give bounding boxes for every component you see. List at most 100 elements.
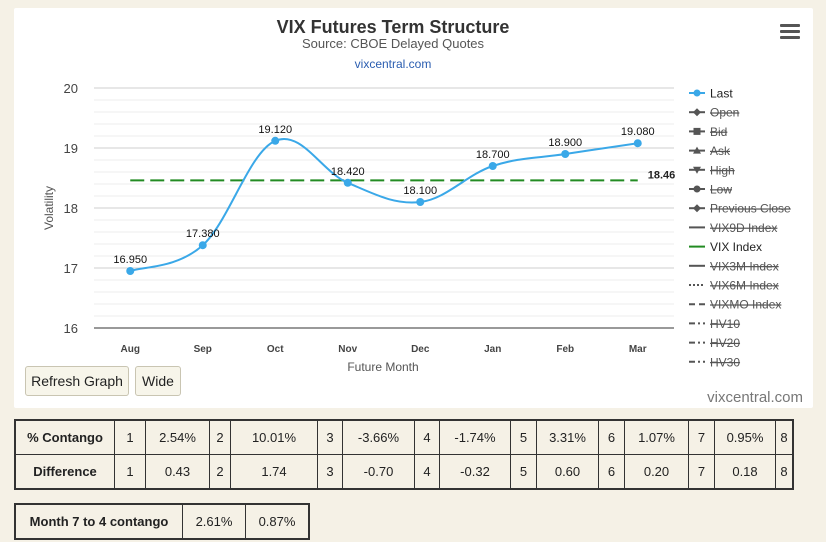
- x-axis-label: Future Month: [347, 360, 418, 374]
- legend-label: Low: [710, 183, 732, 197]
- y-tick-label: 16: [64, 321, 78, 336]
- last-series-point[interactable]: [198, 241, 207, 250]
- value-cell: 2.54%: [145, 419, 210, 455]
- legend-item[interactable]: HV10: [689, 317, 740, 331]
- value-cell: 0.60: [536, 454, 599, 490]
- legend-label: Open: [710, 106, 739, 120]
- month-index-cell: 3: [317, 419, 343, 455]
- x-tick-label: Nov: [338, 344, 357, 355]
- month-index-cell: 6: [598, 454, 625, 490]
- value-cell: 3.31%: [536, 419, 599, 455]
- last-series-line[interactable]: [129, 138, 638, 272]
- chart-title: VIX Futures Term Structure: [277, 17, 510, 37]
- last-series-point[interactable]: [126, 267, 135, 275]
- legend-item[interactable]: VIX3M Index: [689, 259, 779, 273]
- last-series-data-label: 17.380: [186, 228, 220, 240]
- difference-row: Difference 1 0.43 2 1.74 3 -0.70 4 -0.32 5 0.60 6 0.…: [14, 454, 794, 490]
- legend-label: Previous Close: [710, 202, 791, 216]
- y-tick-labels: 16 17 18 19 20: [64, 81, 78, 336]
- value-cell: -0.70: [342, 454, 415, 490]
- legend-item[interactable]: VIX6M Index: [689, 279, 779, 293]
- last-series-point[interactable]: [416, 198, 425, 206]
- plot-series: 18.46 16.950 17.380 19.120 18.420 18.100 18.70…: [113, 124, 675, 275]
- month-index-cell: 7: [688, 419, 715, 455]
- credit-text[interactable]: vixcentral.com: [707, 389, 803, 406]
- x-tick-label: Aug: [121, 344, 140, 355]
- legend-label: High: [710, 163, 735, 177]
- row-label: Difference: [14, 454, 115, 490]
- value-cell: 0.95%: [714, 419, 776, 455]
- x-tick-labels: Aug Sep Oct Nov Dec Jan Feb Mar: [121, 344, 647, 355]
- legend-marker: [693, 108, 701, 117]
- value-cell: 10.01%: [230, 419, 318, 455]
- legend-item[interactable]: VIXMO Index: [689, 298, 781, 312]
- legend-label: VIX6M Index: [710, 279, 779, 293]
- legend-marker: [693, 185, 701, 193]
- month-index-cell: 8: [775, 454, 794, 490]
- legend-item[interactable]: Last: [689, 87, 733, 101]
- contango-row: % Contango 1 2.54% 2 10.01% 3 -3.66% 4 -1.74% 5 3.…: [14, 419, 794, 455]
- y-tick-label: 18: [64, 201, 78, 216]
- legend-item[interactable]: Open: [689, 106, 739, 120]
- legend-item[interactable]: High: [689, 163, 735, 177]
- month-index-cell: 2: [209, 454, 231, 490]
- month-index-cell: 8: [775, 419, 794, 455]
- y-tick-label: 17: [64, 261, 78, 276]
- legend-item[interactable]: VIX9D Index: [689, 221, 777, 235]
- month-index-cell: 6: [598, 419, 625, 455]
- last-series-point[interactable]: [271, 136, 280, 145]
- last-series-point[interactable]: [561, 150, 570, 158]
- legend-marker: [693, 146, 701, 154]
- legend-marker: [693, 204, 701, 213]
- last-series-data-label: 16.950: [113, 254, 147, 266]
- month-index-cell: 3: [317, 454, 343, 490]
- x-tick-label: Jan: [484, 344, 501, 355]
- source-link[interactable]: vixcentral.com: [355, 57, 432, 71]
- last-series-point[interactable]: [343, 178, 352, 187]
- vix-index-label: 18.46: [648, 169, 676, 181]
- wide-button[interactable]: Wide: [135, 366, 181, 396]
- month-index-cell: 4: [414, 454, 440, 490]
- last-series-data-label: 18.100: [403, 185, 437, 197]
- legend-item[interactable]: Previous Close: [689, 202, 791, 216]
- legend-label: VIX9D Index: [710, 221, 777, 235]
- value-cell: 0.20: [624, 454, 689, 490]
- legend-label: VIXMO Index: [710, 298, 781, 312]
- legend-marker: [693, 127, 701, 135]
- month-index-cell: 5: [510, 454, 537, 490]
- value-cell: 0.43: [145, 454, 210, 490]
- month-index-cell: 1: [114, 419, 146, 455]
- refresh-graph-button[interactable]: Refresh Graph: [25, 366, 129, 396]
- legend-item[interactable]: Bid: [689, 125, 727, 139]
- legend-label: Bid: [710, 125, 727, 139]
- chart-subtitle: Source: CBOE Delayed Quotes: [302, 36, 485, 51]
- legend-label: HV10: [710, 317, 740, 331]
- value-cell: -3.66%: [342, 419, 415, 455]
- chart-menu-icon[interactable]: [780, 24, 800, 42]
- legend-item[interactable]: Ask: [689, 144, 731, 158]
- chart-card: VIX Futures Term Structure Source: CBOE …: [14, 8, 813, 408]
- legend-item[interactable]: VIX Index: [689, 240, 762, 254]
- last-series-data-label: 19.080: [621, 126, 655, 138]
- month-index-cell: 1: [114, 454, 146, 490]
- last-series-point[interactable]: [488, 162, 497, 170]
- value-cell: 1.74: [230, 454, 318, 490]
- legend-item[interactable]: HV30: [689, 355, 740, 369]
- x-tick-label: Sep: [194, 344, 212, 355]
- value-cell: 0.18: [714, 454, 776, 490]
- legend-marker: [693, 166, 701, 174]
- month-contango-row: Month 7 to 4 contango 2.61% 0.87%: [14, 503, 310, 540]
- legend-item[interactable]: Low: [689, 183, 732, 197]
- y-tick-label: 19: [64, 141, 78, 156]
- month-contango-table: Month 7 to 4 contango 2.61% 0.87%: [14, 503, 310, 540]
- legend-item[interactable]: HV20: [689, 336, 740, 350]
- value-cell: -1.74%: [439, 419, 511, 455]
- legend-label: HV30: [710, 355, 740, 369]
- last-series-point[interactable]: [633, 139, 642, 148]
- x-tick-label: Oct: [267, 344, 284, 355]
- legend-label: Ask: [710, 144, 731, 158]
- contango-table: % Contango 1 2.54% 2 10.01% 3 -3.66% 4 -1.74% 5 3.…: [14, 419, 794, 490]
- legend-marker: [693, 89, 701, 97]
- chart: VIX Futures Term Structure Source: CBOE …: [42, 17, 791, 374]
- legend-label: VIX3M Index: [710, 259, 779, 273]
